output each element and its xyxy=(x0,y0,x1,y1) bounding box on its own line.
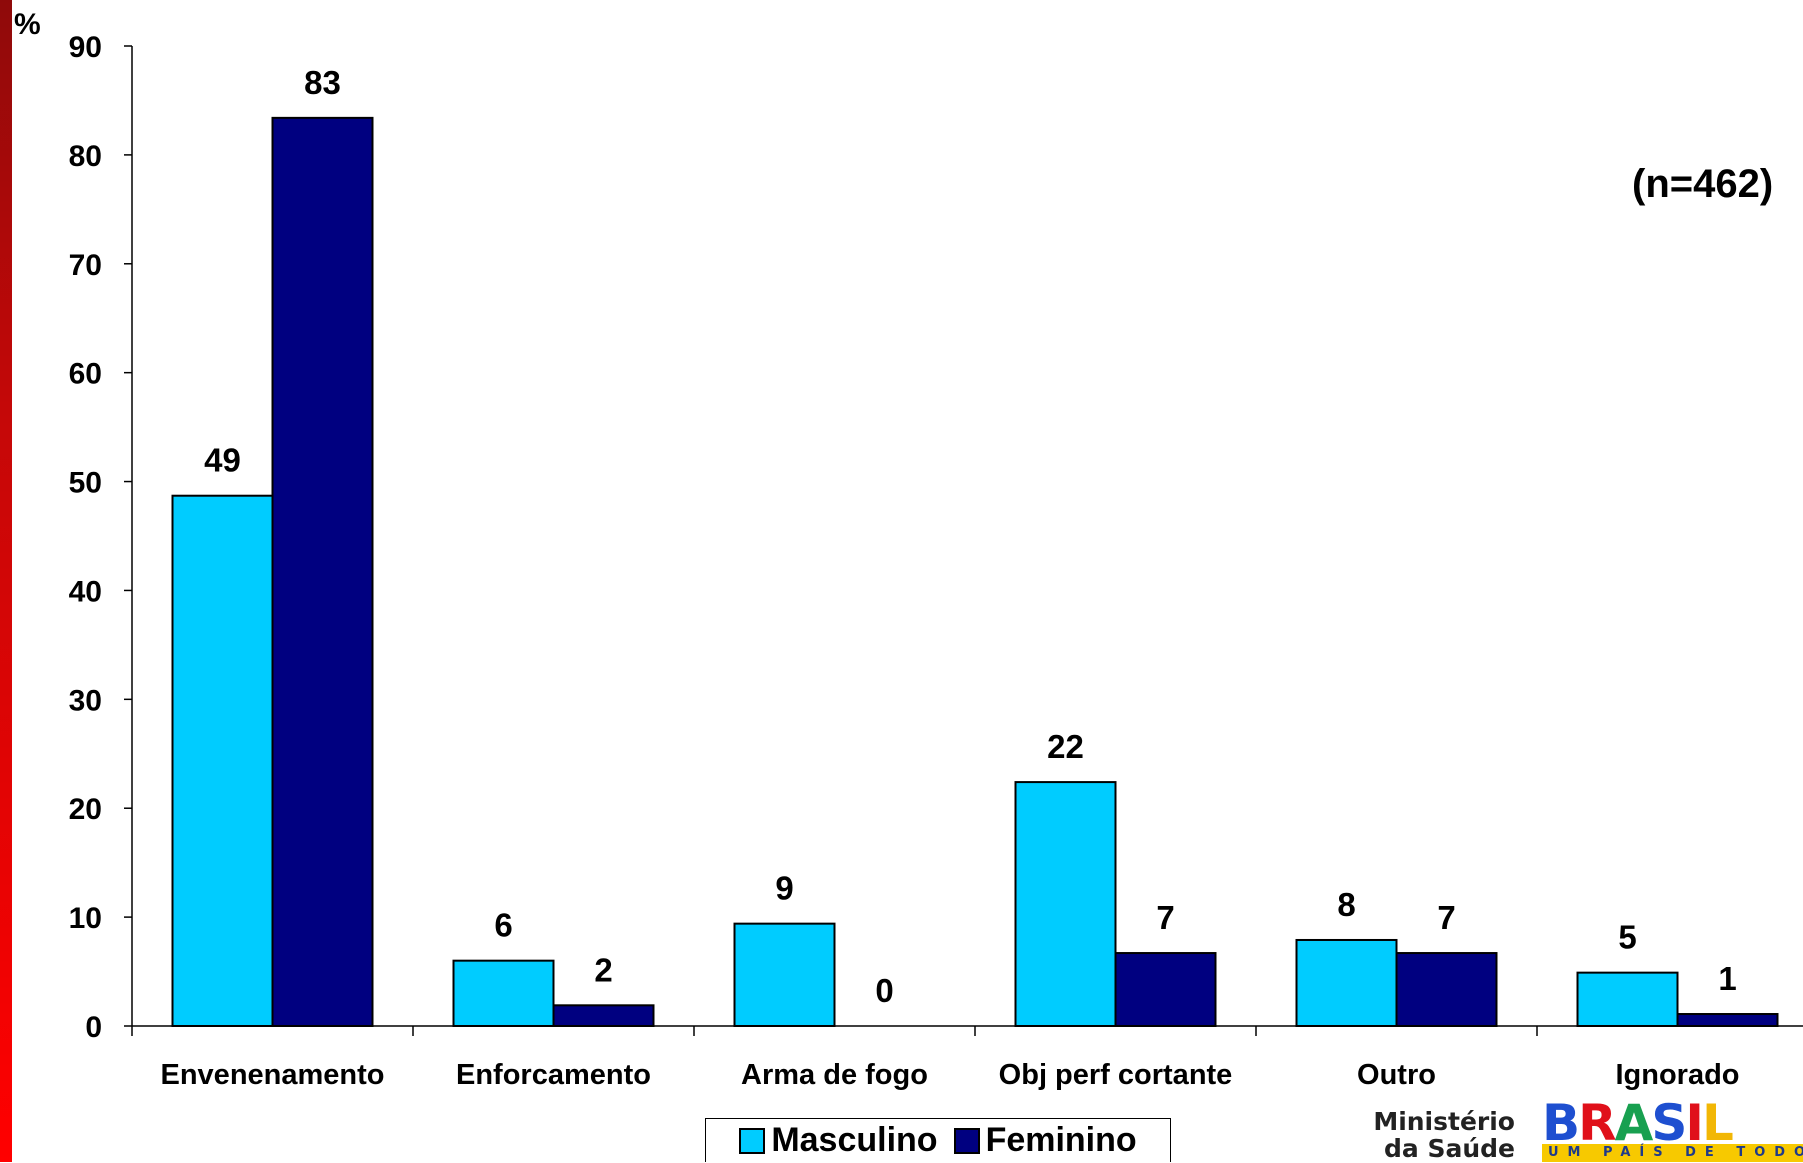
bar-masculino xyxy=(1576,971,1679,1028)
brasil-logo-tagline: UM PAÍS DE TODOS xyxy=(1542,1144,1803,1162)
data-label-masculino: 5 xyxy=(1618,919,1636,956)
y-tick-label: 40 xyxy=(69,575,102,608)
ministerio-line1: Ministério xyxy=(1373,1107,1515,1136)
data-label-masculino: 6 xyxy=(494,907,512,944)
bar-feminino xyxy=(1395,952,1498,1027)
y-tick-label: 50 xyxy=(69,467,102,500)
y-tick-label: 20 xyxy=(69,793,102,826)
y-tick-label: 10 xyxy=(69,902,102,935)
y-tick-label: 90 xyxy=(69,31,102,64)
bar-masculino xyxy=(733,922,836,1028)
ministerio-saude-logo: Ministério da Saúde xyxy=(1345,1108,1515,1162)
y-tick-label: 70 xyxy=(69,249,102,282)
x-tick-label: Arma de fogo xyxy=(741,1059,928,1091)
brasil-letter: I xyxy=(1685,1100,1704,1152)
data-label-masculino: 22 xyxy=(1047,728,1084,765)
data-label-feminino: 7 xyxy=(1437,899,1455,936)
x-tick-label: Obj perf cortante xyxy=(999,1059,1233,1091)
legend-label-feminino: Feminino xyxy=(985,1121,1137,1159)
bar-feminino xyxy=(1114,952,1217,1027)
brasil-letter: L xyxy=(1701,1100,1734,1152)
x-tick-label: Ignorado xyxy=(1615,1059,1739,1091)
data-label-feminino: 2 xyxy=(594,951,612,988)
legend-swatch-feminino xyxy=(953,1127,980,1154)
ministerio-line2: da Saúde xyxy=(1384,1134,1515,1163)
bar-feminino xyxy=(1676,1013,1779,1027)
chart-legend: Masculino Feminino xyxy=(705,1118,1171,1162)
y-axis-label: % xyxy=(14,8,41,41)
left-accent-stripe xyxy=(0,0,12,1162)
y-tick-label: 0 xyxy=(85,1011,102,1044)
legend-label-masculino: Masculino xyxy=(771,1121,938,1159)
legend-item-feminino: Feminino xyxy=(953,1121,1137,1160)
data-label-masculino: 9 xyxy=(775,870,793,907)
sample-size-annotation: (n=462) xyxy=(1632,162,1774,206)
brasil-letter: A xyxy=(1614,1100,1654,1152)
x-tick-label: Enforcamento xyxy=(456,1059,651,1091)
bar-masculino xyxy=(1295,938,1398,1028)
y-tick-label: 60 xyxy=(69,358,102,391)
brasil-letter: S xyxy=(1651,1100,1687,1152)
legend-swatch-masculino xyxy=(739,1127,766,1154)
data-label-feminino: 1 xyxy=(1718,960,1736,997)
bar-feminino xyxy=(552,1004,655,1027)
bar-masculino xyxy=(452,959,555,1028)
y-tick-label: 30 xyxy=(69,684,102,717)
x-tick-label: Outro xyxy=(1357,1059,1436,1091)
data-label-masculino: 49 xyxy=(204,442,241,479)
bar-masculino xyxy=(171,494,274,1027)
y-tick-label: 80 xyxy=(69,140,102,173)
brasil-letter: B xyxy=(1542,1100,1580,1152)
data-label-feminino: 83 xyxy=(304,64,341,101)
x-tick-label: Envenenamento xyxy=(161,1059,385,1091)
bar-masculino xyxy=(1014,781,1117,1027)
data-label-feminino: 0 xyxy=(875,972,893,1009)
data-label-masculino: 8 xyxy=(1337,886,1355,923)
legend-item-masculino: Masculino xyxy=(739,1121,938,1160)
brasil-letter: R xyxy=(1578,1100,1616,1152)
bar-feminino xyxy=(271,116,374,1028)
data-label-feminino: 7 xyxy=(1156,899,1174,936)
